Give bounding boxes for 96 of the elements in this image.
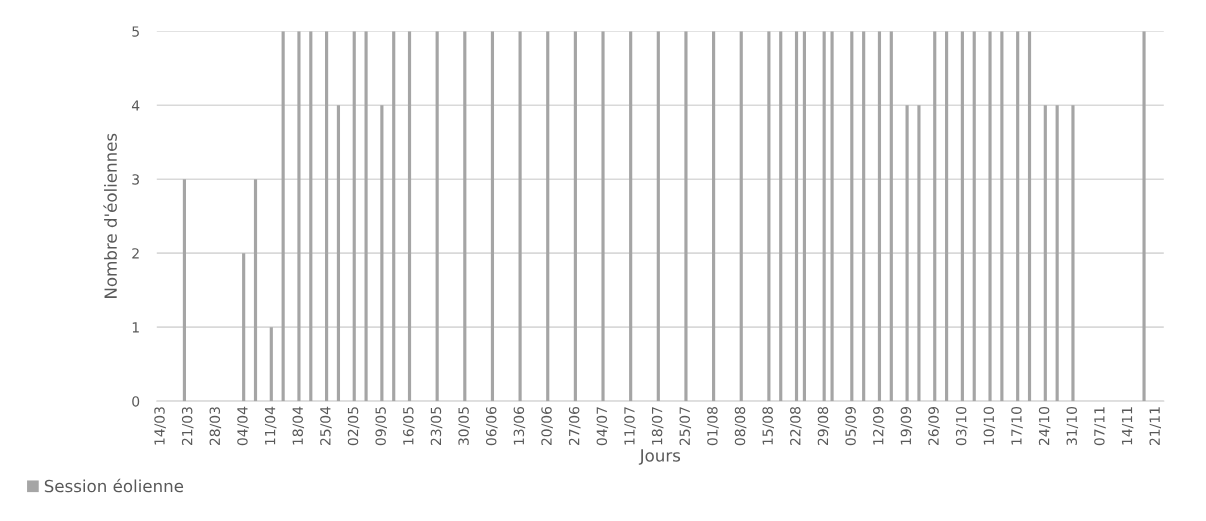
bar xyxy=(1043,105,1047,402)
bar xyxy=(1055,105,1059,402)
bar xyxy=(182,179,186,402)
bar xyxy=(546,31,550,402)
bar xyxy=(435,31,439,402)
bar xyxy=(945,31,949,402)
bar xyxy=(518,31,522,402)
bar xyxy=(739,31,743,402)
bar xyxy=(1142,31,1146,402)
x-tick-label: 04/04 xyxy=(237,406,249,446)
bar xyxy=(281,31,285,402)
x-tick-label: 27/06 xyxy=(568,406,581,446)
bar xyxy=(1071,105,1075,402)
bar xyxy=(1016,31,1020,402)
x-tick-label: 12/09 xyxy=(872,407,885,445)
x-tick-label: 11/04 xyxy=(264,406,277,445)
bar xyxy=(917,105,921,402)
bar xyxy=(830,31,834,402)
x-tick-label: 01/08 xyxy=(707,406,719,446)
x-tick-label: 08/08 xyxy=(734,406,747,446)
x-axis-title: Jours xyxy=(638,449,681,465)
bar xyxy=(573,31,577,402)
bar xyxy=(463,31,467,402)
bar xyxy=(889,31,893,402)
bar xyxy=(269,327,273,402)
x-tick-label: 10/10 xyxy=(983,406,996,445)
x-tick-label: 14/03 xyxy=(154,407,166,445)
x-tick-label: 16/05 xyxy=(403,407,415,445)
x-tick-label: 22/08 xyxy=(790,406,802,446)
x-tick-label: 18/04 xyxy=(292,406,305,445)
x-tick-label: 20/06 xyxy=(541,406,553,446)
bar xyxy=(407,31,412,402)
x-tick-label: 25/07 xyxy=(679,407,692,446)
bar xyxy=(822,31,826,402)
bar xyxy=(656,31,660,402)
y-tick-label: 3 xyxy=(132,174,139,185)
bar xyxy=(794,31,799,402)
bar xyxy=(297,31,301,402)
x-tick-label: 15/08 xyxy=(762,406,775,445)
bar xyxy=(802,31,807,402)
x-tick-label: 24/10 xyxy=(1038,406,1051,446)
bar xyxy=(242,253,246,402)
bar xyxy=(862,31,866,402)
legend-label: Session éolienne xyxy=(44,478,184,493)
bar xyxy=(629,31,633,402)
x-tick-label: 19/09 xyxy=(900,407,913,445)
x-tick-label: 05/09 xyxy=(845,407,857,446)
bar xyxy=(712,31,716,402)
bar xyxy=(1000,31,1004,402)
bar xyxy=(392,31,396,402)
x-tick-label: 07/11 xyxy=(1094,407,1106,446)
bar xyxy=(877,31,882,402)
x-tick-label: 02/05 xyxy=(347,407,360,446)
x-tick-label: 14/11 xyxy=(1121,407,1134,445)
bar xyxy=(325,31,329,402)
x-tick-label: 03/10 xyxy=(955,406,968,446)
bar xyxy=(972,31,976,402)
y-tick-label: 5 xyxy=(132,26,139,37)
bar xyxy=(309,31,313,402)
bar xyxy=(380,105,384,402)
x-tick-label: 31/10 xyxy=(1066,406,1079,445)
x-tick-label: 21/03 xyxy=(181,407,194,446)
bar xyxy=(336,105,341,402)
bar xyxy=(988,31,992,402)
x-tick-label: 17/10 xyxy=(1011,406,1023,445)
bar xyxy=(960,31,964,402)
x-tick-label: 13/06 xyxy=(513,406,526,445)
bar xyxy=(684,31,688,402)
y-tick-label: 1 xyxy=(132,322,139,333)
bar xyxy=(767,31,771,402)
y-axis-title: Nombre d'éoliennes xyxy=(103,133,117,298)
bar xyxy=(601,31,605,402)
x-tick-label: 09/05 xyxy=(375,407,387,446)
bar xyxy=(779,31,783,402)
bar xyxy=(253,179,258,402)
bar xyxy=(364,31,368,402)
x-tick-label: 23/05 xyxy=(430,407,443,446)
y-tick-label: 0 xyxy=(132,396,140,407)
x-tick-label: 26/09 xyxy=(928,407,940,446)
bar xyxy=(490,31,495,402)
x-tick-label: 21/11 xyxy=(1149,407,1162,446)
x-tick-label: 11/07 xyxy=(624,407,636,445)
x-tick-label: 30/05 xyxy=(458,407,470,445)
bar xyxy=(933,31,937,402)
bar xyxy=(850,31,854,402)
y-tick-label: 4 xyxy=(131,100,140,111)
x-tick-label: 04/07 xyxy=(596,407,609,446)
bar xyxy=(905,105,909,402)
x-tick-label: 18/07 xyxy=(651,407,664,445)
x-tick-label: 06/06 xyxy=(485,406,498,446)
x-tick-label: 25/04 xyxy=(320,406,332,446)
y-tick-label: 2 xyxy=(132,248,139,259)
bar xyxy=(352,31,356,402)
x-tick-label: 29/08 xyxy=(817,406,830,446)
bar xyxy=(1027,31,1032,402)
x-tick-label: 28/03 xyxy=(209,407,222,446)
